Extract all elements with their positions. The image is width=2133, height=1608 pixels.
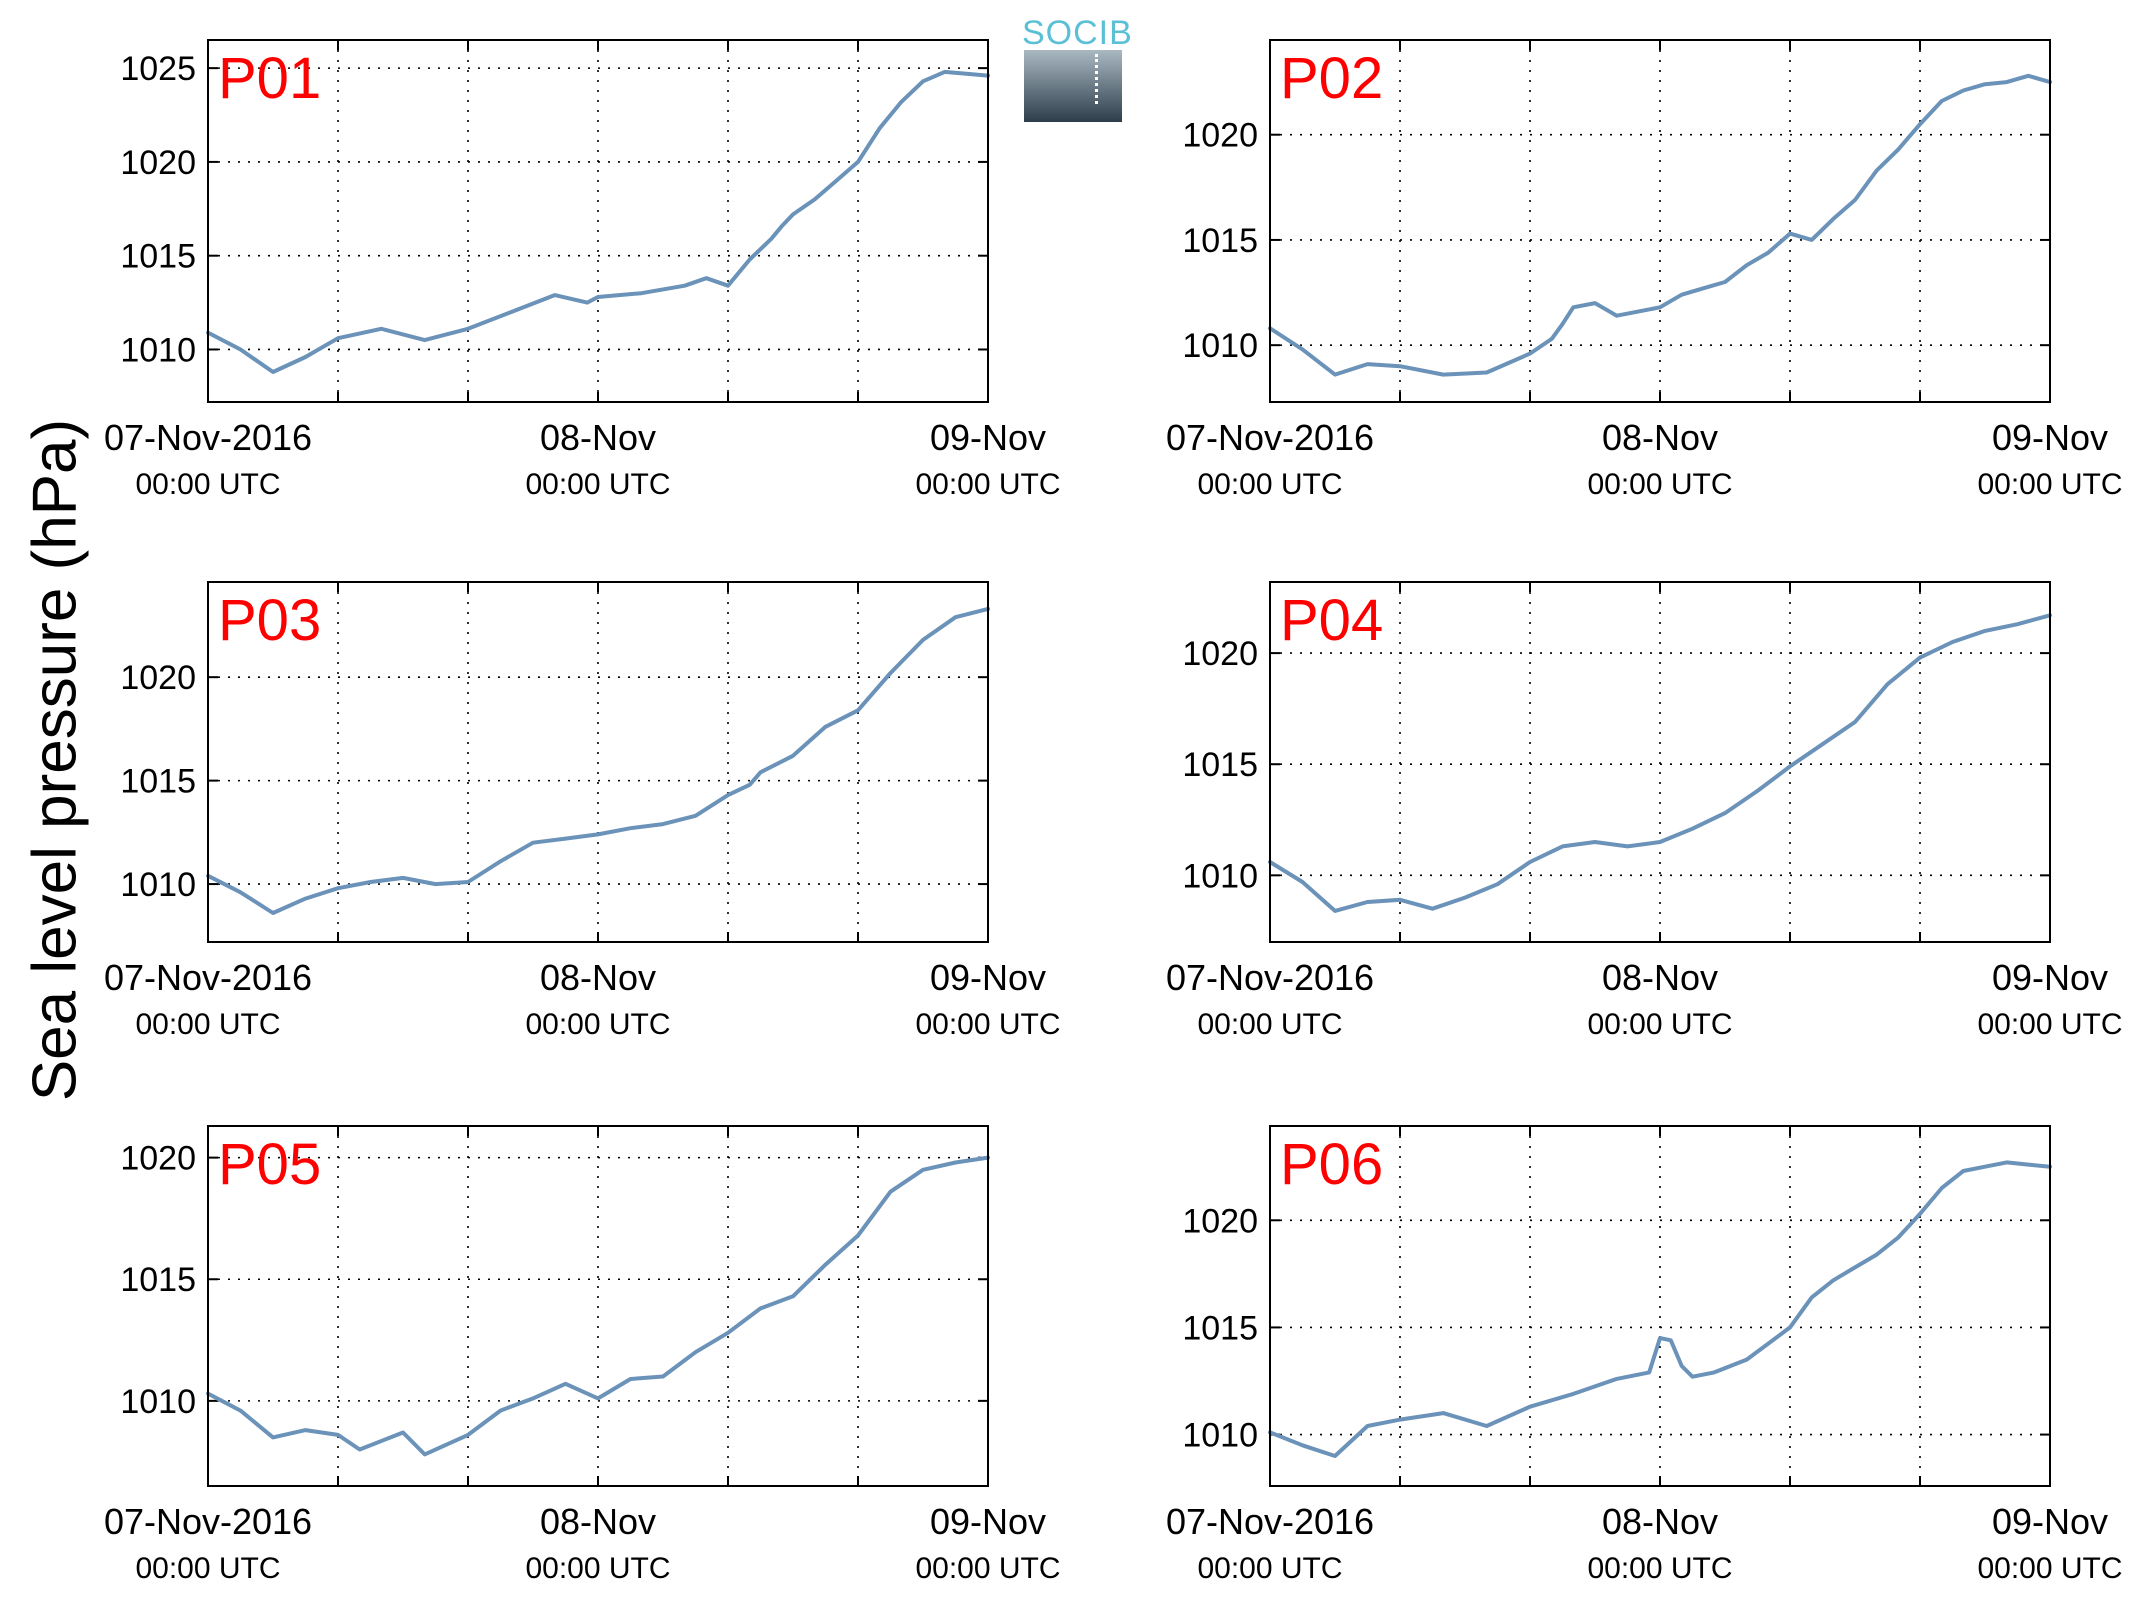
x-tick-label-date: 08-Nov [1602,957,1718,998]
x-tick-label-time: 00:00 UTC [915,468,1060,501]
y-tick-label: 1015 [120,763,196,801]
x-tick-label-date: 08-Nov [540,417,656,458]
x-tick-label-date: 09-Nov [1992,1501,2108,1542]
panel-label: P05 [218,1132,321,1197]
pressure-series-line [206,1155,990,1457]
y-tick-label: 1010 [120,331,196,369]
pressure-series-line [206,606,990,915]
x-tick-label-time: 00:00 UTC [915,1552,1060,1585]
x-tick-label-time: 00:00 UTC [1587,1552,1732,1585]
y-tick-label: 1020 [120,659,196,697]
x-tick-label-time: 00:00 UTC [135,468,280,501]
axes-frame [207,39,989,403]
y-tick-label: 1020 [1182,117,1258,155]
axes-frame [207,581,989,943]
y-tick-label: 1015 [1182,746,1258,784]
pressure-series-line [1268,1160,2052,1458]
y-tick-label: 1020 [120,1140,196,1178]
x-tick-label-time: 00:00 UTC [1977,1008,2122,1041]
x-tick-label-date: 08-Nov [540,957,656,998]
y-tick-label: 1025 [120,50,196,88]
x-tick-label-date: 07-Nov-2016 [104,1501,312,1542]
panel-p01: 1010 1015 1020 1025 07-Nov-2016 00:00 UTC 08-N… [104,39,1061,501]
y-tick-label: 1010 [1182,857,1258,895]
y-tick-label: 1010 [120,1383,196,1421]
x-tick-label-time: 00:00 UTC [525,1008,670,1041]
y-tick-label: 1010 [1182,327,1258,365]
x-tick-label-date: 08-Nov [1602,1501,1718,1542]
logo-graphic [1024,50,1122,122]
x-tick-label-date: 09-Nov [930,1501,1046,1542]
x-tick-label-date: 09-Nov [930,417,1046,458]
panel-p04: 1010 1015 1020 07-Nov-2016 00:00 UTC 08-Nov 00… [1166,581,2123,1041]
panel-label: P04 [1280,588,1383,653]
x-tick-label-date: 09-Nov [1992,957,2108,998]
x-tick-label-date: 09-Nov [930,957,1046,998]
axes-frame [1269,1125,2051,1487]
y-tick-label: 1010 [120,866,196,904]
panel-p05: 1010 1015 1020 07-Nov-2016 00:00 UTC 08-Nov 00… [104,1125,1061,1585]
panel-label: P06 [1280,1132,1383,1197]
x-tick-label-time: 00:00 UTC [1197,468,1342,501]
y-axis-label: Sea level pressure (hPa) [20,418,90,1102]
pressure-series-line [1268,613,2052,913]
x-tick-label-time: 00:00 UTC [135,1008,280,1041]
panel-label: P03 [218,588,321,653]
x-tick-label-date: 08-Nov [1602,417,1718,458]
y-tick-label: 1020 [120,144,196,182]
pressure-series-line [1268,73,2052,377]
y-tick-label: 1015 [120,1261,196,1299]
x-tick-label-time: 00:00 UTC [1587,468,1732,501]
y-tick-label: 1015 [1182,1309,1258,1347]
x-tick-label-time: 00:00 UTC [1197,1552,1342,1585]
panel-p03: 1010 1015 1020 07-Nov-2016 00:00 UTC 08-Nov 00… [104,581,1061,1041]
x-tick-label-time: 00:00 UTC [1197,1008,1342,1041]
x-tick-label-date: 09-Nov [1992,417,2108,458]
y-tick-label: 1015 [120,238,196,276]
x-tick-label-time: 00:00 UTC [915,1008,1060,1041]
y-tick-label: 1020 [1182,1202,1258,1240]
axes-frame [207,1125,989,1487]
socib-logo: SOCIB [1022,14,1133,122]
x-tick-label-time: 00:00 UTC [135,1552,280,1585]
y-tick-label: 1010 [1182,1417,1258,1455]
pressure-series-line [206,69,990,374]
x-tick-label-date: 08-Nov [540,1501,656,1542]
x-tick-label-date: 07-Nov-2016 [1166,1501,1374,1542]
panel-p02: 1010 1015 1020 07-Nov-2016 00:00 UTC 08-Nov 00… [1166,39,2123,501]
y-tick-label: 1020 [1182,635,1258,673]
axes-frame [1269,39,2051,403]
x-tick-label-time: 00:00 UTC [525,468,670,501]
panel-label: P02 [1280,46,1383,111]
x-tick-label-date: 07-Nov-2016 [1166,417,1374,458]
logo-dots [1095,54,1101,104]
panel-label: P01 [218,46,321,111]
panel-p06: 1010 1015 1020 07-Nov-2016 00:00 UTC 08-Nov 00… [1166,1125,2123,1585]
logo-text: SOCIB [1022,14,1133,52]
x-tick-label-time: 00:00 UTC [1977,1552,2122,1585]
x-tick-label-date: 07-Nov-2016 [1166,957,1374,998]
y-tick-label: 1015 [1182,222,1258,260]
axes-frame [1269,581,2051,943]
x-tick-label-time: 00:00 UTC [525,1552,670,1585]
x-tick-label-date: 07-Nov-2016 [104,957,312,998]
x-tick-label-date: 07-Nov-2016 [104,417,312,458]
x-tick-label-time: 00:00 UTC [1977,468,2122,501]
x-tick-label-time: 00:00 UTC [1587,1008,1732,1041]
